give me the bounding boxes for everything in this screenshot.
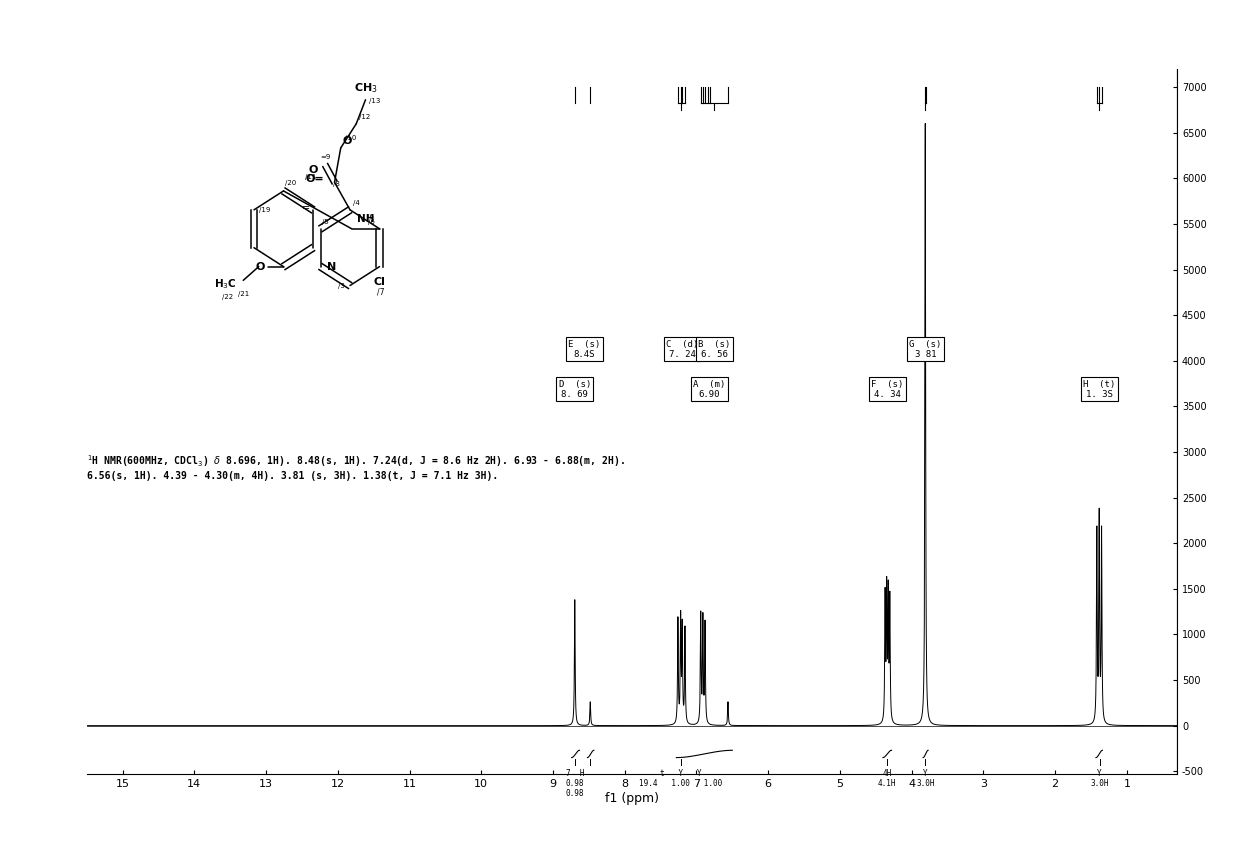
Text: /22: /22 [222,294,233,300]
Text: /4: /4 [353,200,359,206]
Text: G  (s)
3 81: G (s) 3 81 [909,340,942,359]
Text: $^1$H NMR(600MHz, CDCl$_3$) $\delta$ 8.696, 1H). 8.48(s, 1H). 7.24(d, J = 8.6 Hz: $^1$H NMR(600MHz, CDCl$_3$) $\delta$ 8.6… [87,453,624,481]
Text: D  (s)
8. 69: D (s) 8. 69 [559,379,591,399]
Text: H  (t)
1. 3S: H (t) 1. 3S [1083,379,1115,399]
Text: /19: /19 [259,207,270,212]
Text: /8: /8 [333,181,339,187]
Text: /12: /12 [359,114,370,120]
Text: O: O [255,261,265,272]
Text: /10: /10 [346,135,357,141]
Text: B  (s)
6. 56: B (s) 6. 56 [699,340,731,359]
Text: 7  H
0.98
0.98: 7 H 0.98 0.98 [565,769,584,798]
Text: O=: O= [305,174,323,184]
X-axis label: f1 (ppm): f1 (ppm) [605,792,659,805]
Text: /6: /6 [367,214,374,220]
Text: NH: NH [357,213,374,224]
Text: =9: =9 [320,154,331,160]
Text: /13: /13 [368,98,380,104]
Text: Cl: Cl [374,277,385,287]
Text: 4H
4.1H: 4H 4.1H [878,769,897,788]
Text: /20: /20 [285,180,296,186]
Text: /7: /7 [378,287,385,296]
Text: t   Y   Y
19.4   1.00   1.00: t Y Y 19.4 1.00 1.00 [639,769,722,788]
Text: Y
3.0H: Y 3.0H [916,769,934,788]
Text: C  (d)
7. 24: C (d) 7. 24 [667,340,699,359]
Text: F  (s)
4. 34: F (s) 4. 34 [871,379,903,399]
Text: =: = [302,203,310,213]
Text: Y
3.0H: Y 3.0H [1090,769,1109,788]
Text: E  (s)
8.4S: E (s) 8.4S [569,340,601,359]
Text: /11: /11 [305,175,316,180]
Text: /21: /21 [238,291,249,297]
Text: H$_3$C: H$_3$C [214,277,237,291]
Text: O: O [309,165,317,175]
Text: O: O [342,136,352,146]
Text: N: N [327,261,336,272]
Text: /5: /5 [322,219,328,225]
Text: CH$_3$: CH$_3$ [353,81,378,95]
Text: /6: /6 [368,219,375,225]
Text: /3: /3 [338,283,346,288]
Text: A  (m)
6.90: A (m) 6.90 [694,379,726,399]
